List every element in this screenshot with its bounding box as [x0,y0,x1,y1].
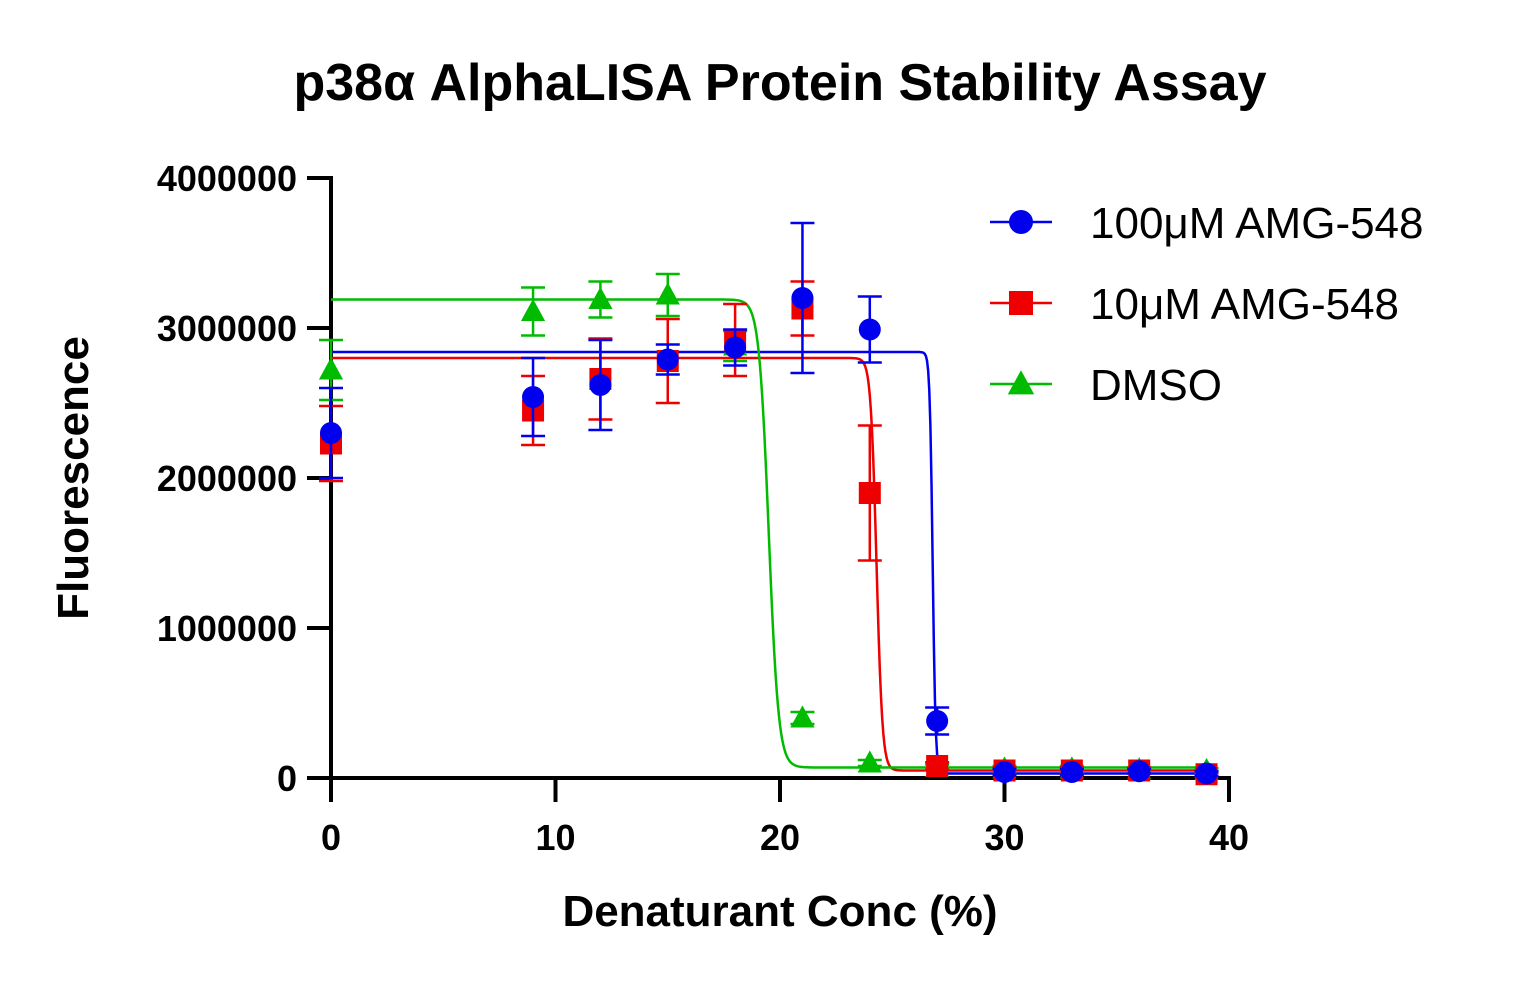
fit-curve [331,356,1207,772]
data-point [1195,762,1218,785]
data-point [589,374,612,396]
legend-marker [1007,370,1035,395]
chart-title: p38α AlphaLISA Protein Stability Assay [293,54,1266,112]
legend-label: 10μM AMG-548 [1090,280,1399,329]
data-point [1128,760,1151,783]
data-point [926,755,949,777]
data-point [858,482,881,504]
legend-marker [1009,291,1033,315]
fit-curve [331,298,1207,769]
x-tick-label: 10 [535,817,575,858]
data-point [790,705,815,728]
x-tick-label: 0 [321,817,341,858]
x-tick-label: 20 [760,817,800,858]
data-point [522,386,545,408]
legend-label: DMSO [1090,361,1222,410]
data-point [655,282,680,305]
x-tick-label: 30 [984,817,1024,858]
legend-marker [1009,210,1033,234]
data-point [993,761,1016,783]
y-tick-label: 4000000 [157,158,297,199]
data-point [724,336,747,359]
axes: 0 1000000 2000000 3000000 4000000 0 10 20 30 40 [157,158,1249,858]
data-point [1060,761,1083,783]
data-point [588,286,613,309]
y-axis-label: Fluorescence [49,336,98,620]
data-points [318,221,1219,786]
legend-label: 100μM AMG-548 [1090,199,1424,248]
data-point [791,287,814,309]
legend: 100μM AMG-548 10μM AMG-548 DMSO [990,199,1424,410]
data-point [320,422,342,444]
y-tick-label: 2000000 [157,458,297,499]
data-point [520,298,546,321]
series-group [319,221,1219,785]
y-tick-label: 3000000 [157,308,297,349]
data-point [926,710,949,732]
x-tick-label: 40 [1209,817,1249,858]
data-point [656,348,679,371]
x-axis-label: Denaturant Conc (%) [562,887,997,936]
data-point [857,750,882,773]
y-tick-label: 0 [277,758,297,799]
data-point [318,357,344,380]
data-point [858,318,881,341]
y-tick-label: 1000000 [157,608,297,649]
fit-curves [331,298,1207,775]
